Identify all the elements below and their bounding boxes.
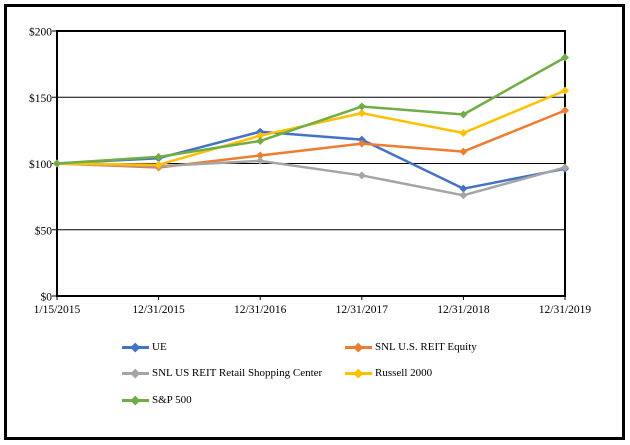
legend-item-snl-us-reit-retail-shopping-center: SNL US REIT Retail Shopping Center [122,367,322,379]
legend-line-marker-icon [122,395,149,405]
x-axis-label: 12/31/2019 [539,304,592,316]
legend-item-ue: UE [122,341,167,353]
legend-label: SNL U.S. REIT Equity [375,341,477,353]
series-marker [561,106,569,115]
legend-label: Russell 2000 [375,367,433,379]
series-marker [256,131,265,140]
y-axis-label: $150 [29,92,52,105]
y-axis-label: $50 [35,224,53,237]
y-axis-label: $0 [41,291,53,304]
series-marker [357,171,366,180]
legend-label: SNL US REIT Retail Shopping Center [152,367,323,379]
legend-label: UE [152,341,167,353]
x-axis-label: 12/31/2016 [234,304,287,316]
series-marker [256,136,265,145]
series-marker [459,147,468,156]
series-marker [561,53,569,62]
legend-line-marker-icon [345,368,372,378]
legend-item-russell-2000: Russell 2000 [345,367,432,379]
legend-line-marker-icon [345,342,372,352]
legend-item-snl-u-s-reit-equity: SNL U.S. REIT Equity [345,341,477,353]
series-marker [459,129,468,138]
series-marker [357,109,366,118]
series-marker [256,151,265,160]
series-line-russell-2000 [56,89,566,167]
series-marker [561,86,569,95]
x-axis-label: 1/15/2015 [34,304,81,316]
x-axis-label: 12/31/2017 [336,304,389,316]
legend-item-s-p-500: S&P 500 [122,394,192,406]
series-marker [459,110,468,119]
legend-line-marker-icon [122,368,149,378]
series-marker [154,152,163,161]
x-axis-label: 12/31/2018 [437,304,490,316]
series-marker [459,191,468,200]
y-axis-label: $200 [29,26,52,39]
series-marker [357,139,366,148]
series-line-s-p-500 [56,56,566,165]
legend-line-marker-icon [122,342,149,352]
series-marker [459,184,468,193]
series-marker [53,159,61,168]
legend-label: S&P 500 [152,394,192,406]
series-marker [561,163,569,172]
series-marker [154,160,163,169]
y-axis-label: $100 [29,158,52,171]
series-marker [357,102,366,111]
series-marker [256,156,265,165]
x-axis-label: 12/31/2015 [132,304,185,316]
figure-border [4,4,625,440]
series-line-snl-us-reit-retail-shopping-center [56,159,566,197]
